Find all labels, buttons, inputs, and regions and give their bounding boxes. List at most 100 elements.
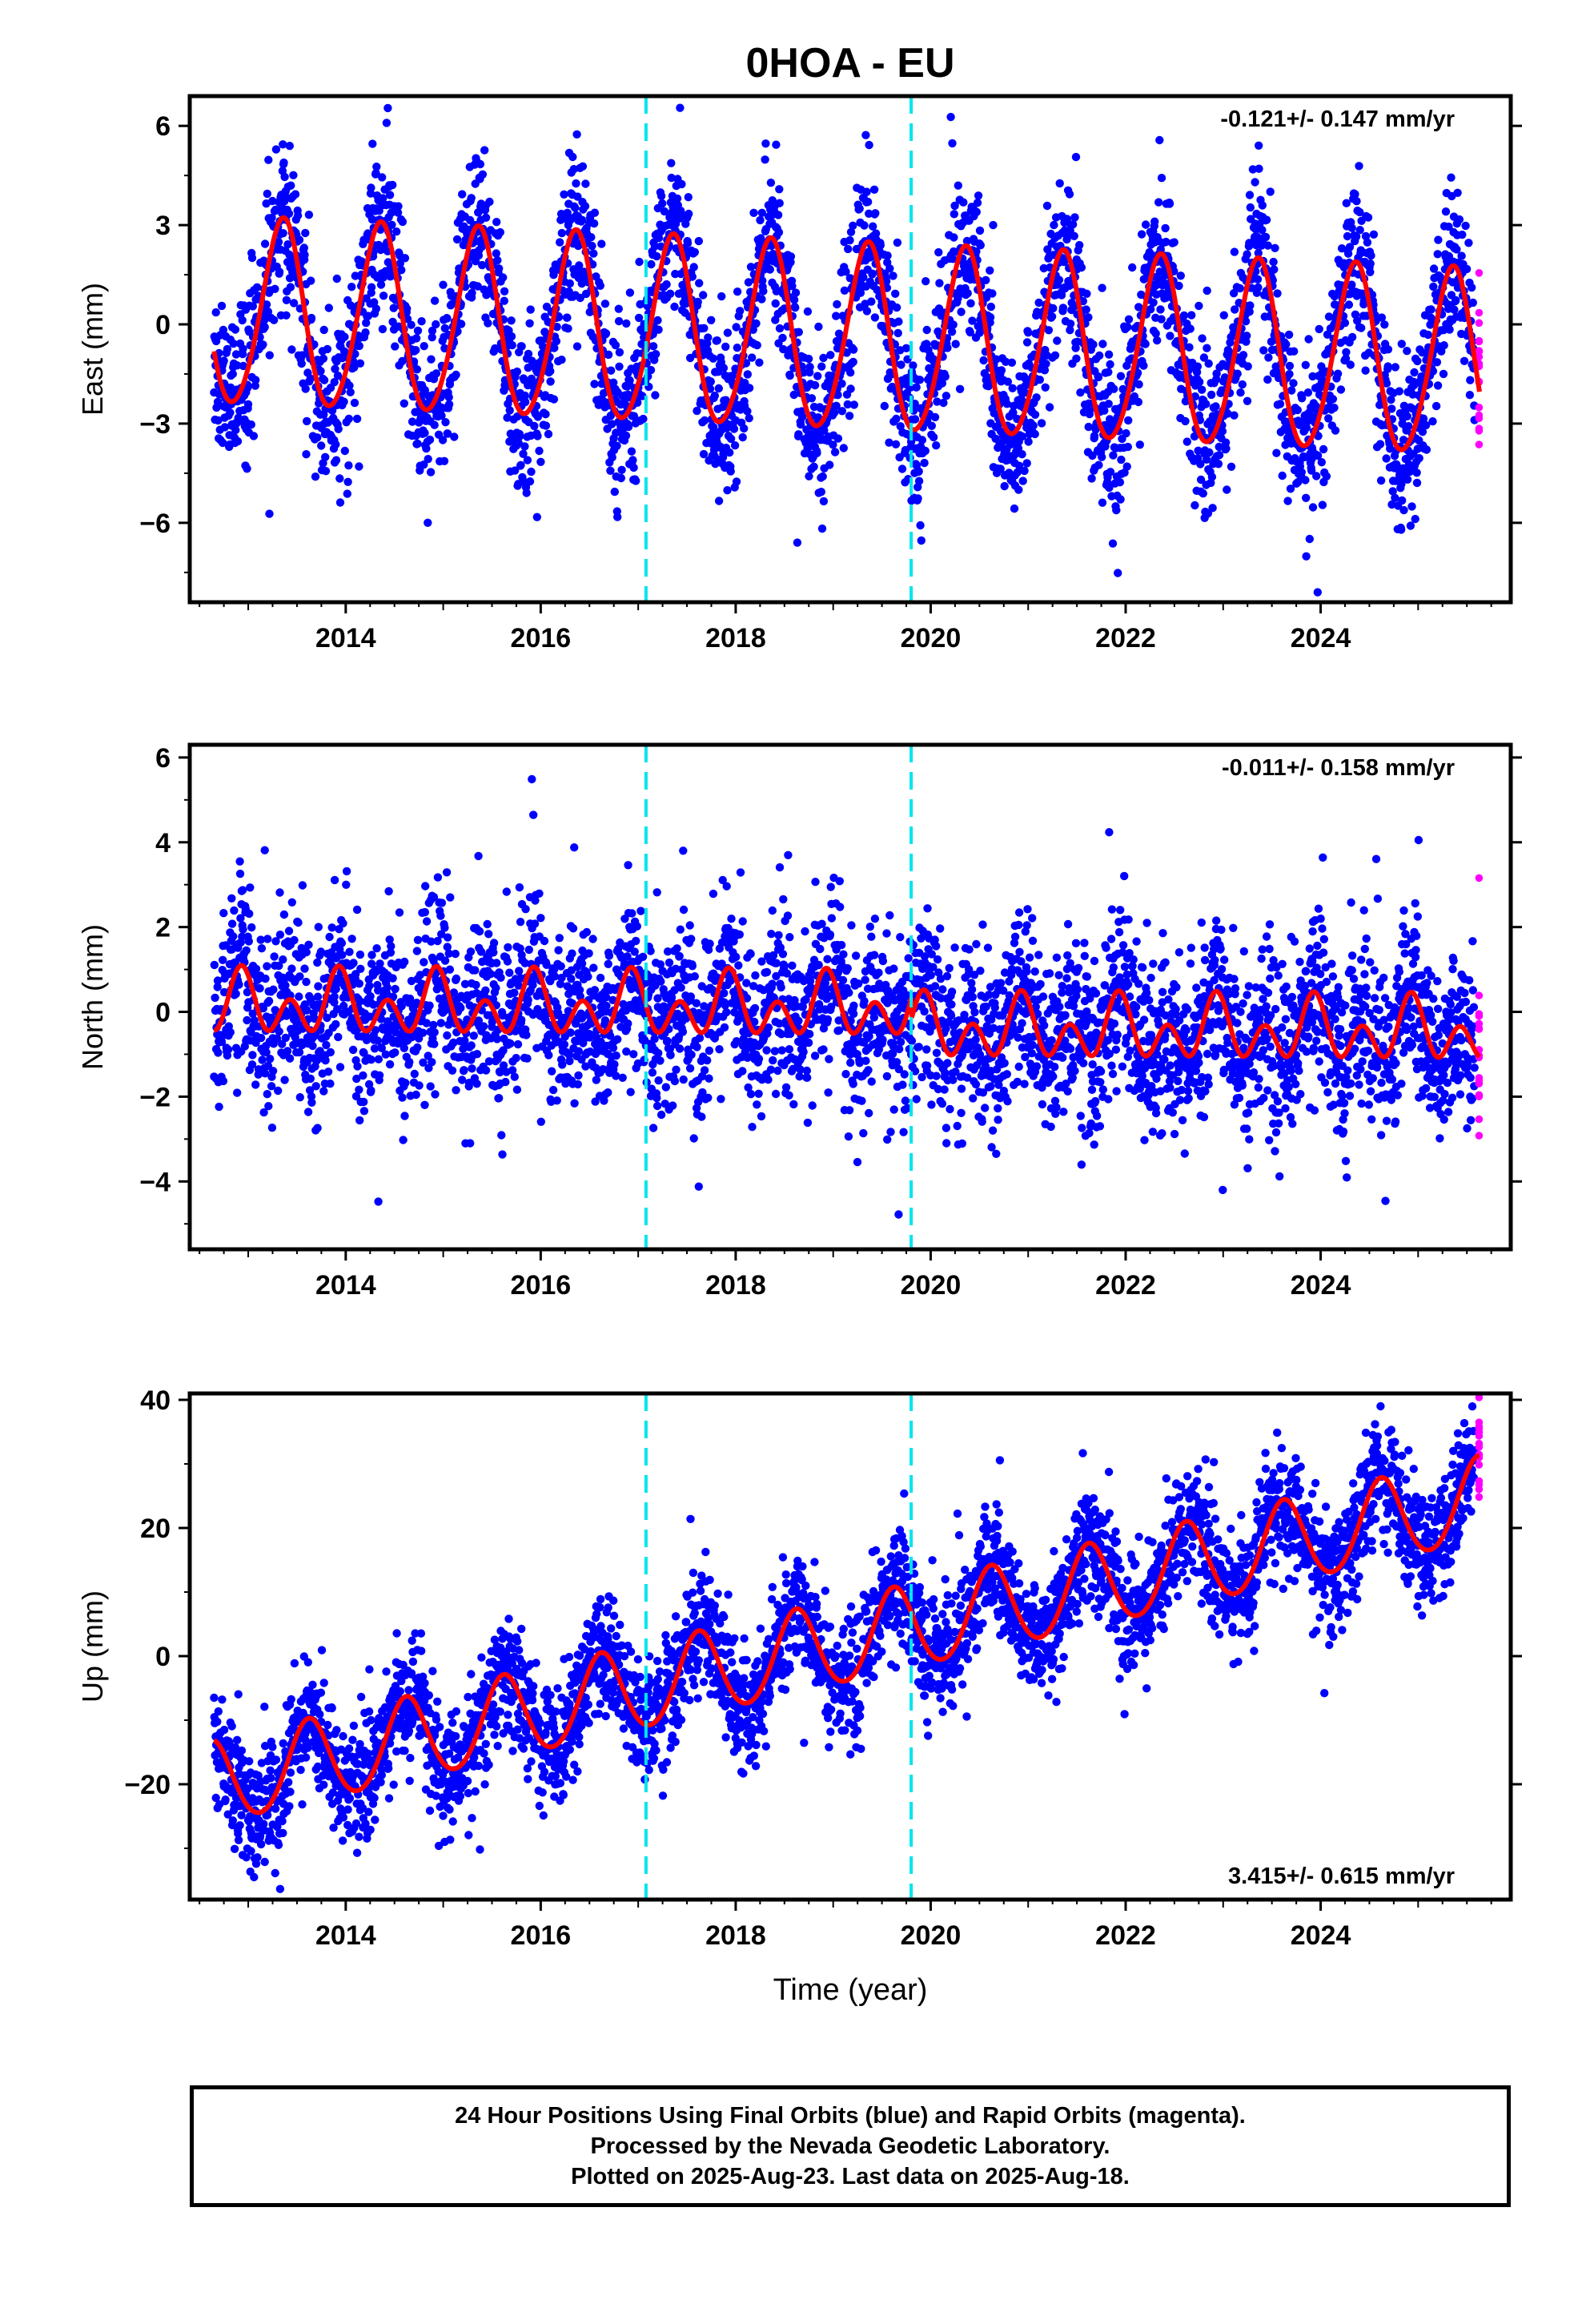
data-point xyxy=(249,432,259,440)
data-point xyxy=(723,486,732,495)
data-point xyxy=(350,363,359,372)
data-point xyxy=(1233,369,1242,378)
data-point xyxy=(745,384,754,392)
data-point xyxy=(282,296,291,304)
data-point xyxy=(568,924,578,933)
data-point xyxy=(1301,476,1310,485)
data-point xyxy=(1190,432,1199,441)
data-point xyxy=(302,450,311,459)
data-point xyxy=(1195,301,1203,311)
data-point xyxy=(1369,230,1379,239)
data-point xyxy=(1431,401,1441,411)
data-point xyxy=(223,344,232,354)
data-point xyxy=(885,264,894,273)
data-point xyxy=(289,299,299,308)
data-point xyxy=(548,1067,556,1076)
data-point xyxy=(1070,213,1079,222)
data-point xyxy=(616,473,625,483)
data-point xyxy=(1134,380,1143,389)
data-point xyxy=(321,467,331,476)
data-point xyxy=(275,1027,283,1036)
data-point xyxy=(515,883,524,892)
data-point xyxy=(832,401,841,410)
data-point xyxy=(280,1076,289,1084)
data-point xyxy=(568,152,577,162)
data-point xyxy=(505,968,514,977)
data-point xyxy=(419,1028,428,1037)
data-point xyxy=(988,289,997,298)
data-point xyxy=(378,324,387,334)
data-point xyxy=(880,401,889,411)
data-point xyxy=(391,1048,400,1057)
data-point xyxy=(753,340,761,350)
data-point xyxy=(1124,315,1134,324)
data-point xyxy=(1139,361,1148,370)
data-point xyxy=(1219,311,1229,320)
data-point xyxy=(1195,377,1204,387)
data-point xyxy=(1013,468,1022,476)
data-point xyxy=(1455,215,1464,224)
data-point xyxy=(279,158,288,167)
data-point xyxy=(1065,190,1074,199)
data-point xyxy=(714,497,724,505)
data-point xyxy=(943,344,952,352)
data-point xyxy=(560,190,568,199)
data-point xyxy=(1049,304,1058,313)
data-point xyxy=(1457,251,1466,260)
figure-title: 0HOA - EU xyxy=(746,40,955,86)
data-point xyxy=(826,351,835,360)
data-point xyxy=(897,360,905,369)
data-point xyxy=(335,498,345,507)
data-point xyxy=(871,229,881,238)
data-point xyxy=(1403,347,1411,356)
data-point xyxy=(219,325,228,335)
data-point xyxy=(797,412,807,421)
data-point xyxy=(322,1040,331,1050)
data-point xyxy=(757,295,766,304)
data-point xyxy=(428,333,436,342)
data-point xyxy=(1333,369,1343,378)
data-point xyxy=(1303,388,1313,397)
data-point xyxy=(713,336,721,345)
data-point xyxy=(484,930,493,939)
data-point xyxy=(247,923,256,932)
data-point xyxy=(705,384,715,393)
data-point xyxy=(1198,334,1207,343)
data-point xyxy=(270,316,279,324)
data-point xyxy=(326,1080,335,1088)
data-point xyxy=(670,302,679,312)
data-point xyxy=(476,159,485,169)
data-point xyxy=(615,362,624,371)
data-point xyxy=(1318,501,1327,509)
data-point xyxy=(546,367,555,376)
data-point xyxy=(412,365,422,374)
data-point xyxy=(1366,259,1375,268)
data-point xyxy=(989,220,998,230)
data-point xyxy=(287,898,296,907)
data-point xyxy=(1263,375,1272,384)
data-point xyxy=(1238,380,1247,389)
data-point xyxy=(749,208,758,217)
data-point xyxy=(473,282,482,291)
data-point xyxy=(1383,345,1393,354)
data-point xyxy=(673,194,682,203)
data-point xyxy=(263,935,272,943)
data-point xyxy=(693,297,702,307)
data-point xyxy=(420,460,428,469)
data-point xyxy=(897,464,907,473)
data-point xyxy=(1098,452,1106,461)
data-point xyxy=(1246,203,1255,212)
data-point xyxy=(267,213,276,223)
data-point xyxy=(617,465,626,474)
data-point xyxy=(471,966,480,975)
data-point xyxy=(1029,421,1038,430)
data-point xyxy=(355,1085,363,1095)
data-point xyxy=(745,414,753,423)
data-point xyxy=(1305,534,1315,544)
data-point xyxy=(1116,495,1125,504)
data-point xyxy=(1284,330,1294,340)
data-point xyxy=(443,314,452,323)
data-point xyxy=(1098,340,1107,348)
data-point xyxy=(231,425,240,435)
data-point xyxy=(210,960,219,970)
